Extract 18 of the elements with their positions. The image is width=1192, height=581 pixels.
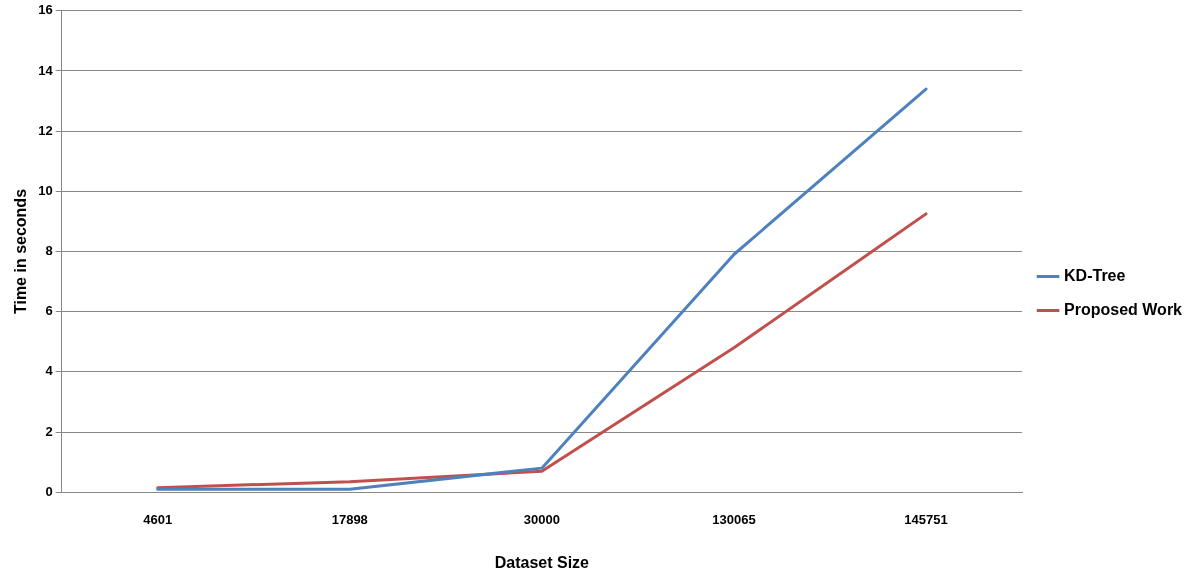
y-tick-label: 4 [45, 363, 54, 379]
y-tick-label: 16 [38, 2, 53, 18]
y-tick-label: 12 [38, 122, 53, 138]
y-tick-label: 14 [38, 62, 54, 78]
legend-label: KD-Tree [1064, 266, 1126, 284]
y-tick-label: 6 [45, 303, 53, 319]
y-tick-label: 8 [45, 243, 53, 259]
y-tick-label: 10 [38, 182, 53, 198]
x-tick-label: 145751 [904, 511, 948, 527]
y-tick-label: 0 [45, 483, 53, 499]
x-tick-label: 4601 [143, 511, 173, 527]
legend-label: Proposed Work [1064, 300, 1183, 318]
x-tick-label: 17898 [331, 511, 368, 527]
x-tick-label: 30000 [523, 511, 560, 527]
x-tick-label: 130065 [712, 511, 756, 527]
y-tick-label: 2 [45, 423, 53, 439]
x-axis-title: Dataset Size [494, 553, 590, 571]
y-axis-title: Time in seconds [12, 188, 30, 315]
